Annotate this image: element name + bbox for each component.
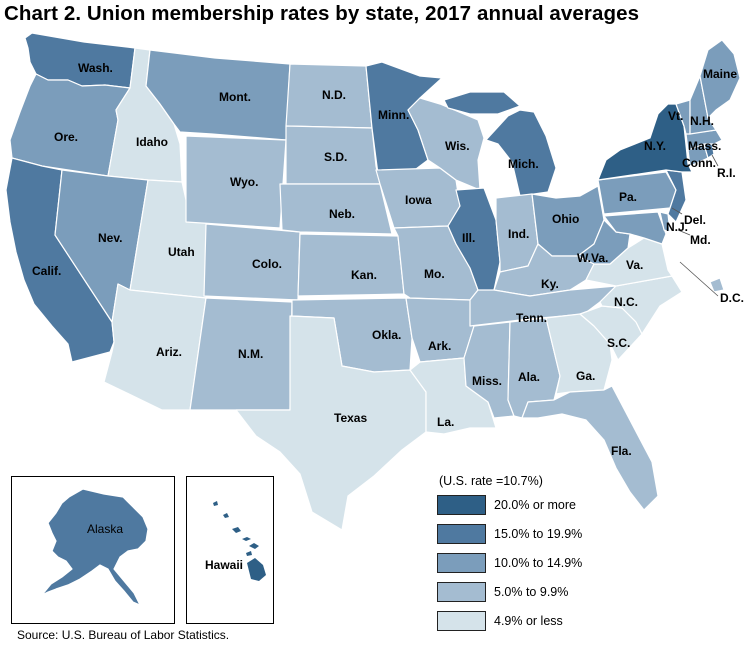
legend-item: 20.0% or more bbox=[437, 494, 597, 516]
label-wis: Wis. bbox=[445, 139, 470, 153]
legend-label: 10.0% to 14.9% bbox=[494, 556, 583, 570]
label-kan: Kan. bbox=[351, 268, 377, 282]
legend-label: 20.0% or more bbox=[494, 498, 576, 512]
state-n-h bbox=[689, 75, 717, 135]
label-w-va: W.Va. bbox=[577, 251, 608, 265]
label-iowa: Iowa bbox=[405, 193, 432, 207]
state-kan bbox=[297, 233, 405, 297]
state-mich bbox=[443, 91, 557, 197]
label-s-c: S.C. bbox=[607, 336, 630, 350]
label-n-c: N.C. bbox=[614, 295, 638, 309]
label-mass: Mass. bbox=[688, 139, 721, 153]
legend-item: 10.0% to 14.9% bbox=[437, 552, 597, 574]
label-conn: Conn. bbox=[682, 156, 716, 170]
label-mont: Mont. bbox=[219, 90, 251, 104]
label-ark: Ark. bbox=[428, 339, 451, 353]
legend-swatch bbox=[437, 524, 486, 544]
legend-swatch bbox=[437, 582, 486, 602]
state-maine bbox=[699, 39, 741, 119]
label-vt: Vt. bbox=[668, 109, 683, 123]
label-miss: Miss. bbox=[472, 374, 502, 388]
label-mich: Mich. bbox=[508, 157, 539, 171]
legend-swatch bbox=[437, 553, 486, 573]
state-fla bbox=[521, 385, 659, 511]
label-n-d: N.D. bbox=[322, 88, 346, 102]
label-alaska: Alaska bbox=[87, 522, 123, 536]
state-vt bbox=[675, 99, 691, 135]
label-ga: Ga. bbox=[576, 369, 595, 383]
label-ala: Ala. bbox=[518, 370, 540, 384]
label-utah: Utah bbox=[168, 245, 195, 259]
label-la: La. bbox=[437, 415, 454, 429]
state-hawaii bbox=[213, 501, 266, 581]
chart-title: Chart 2. Union membership rates by state… bbox=[4, 2, 640, 25]
label-va: Va. bbox=[626, 258, 643, 272]
legend: (U.S. rate =10.7%) 20.0% or more 15.0% to… bbox=[437, 474, 597, 639]
state-wyo bbox=[185, 135, 287, 229]
state-la bbox=[409, 357, 497, 435]
legend-swatch bbox=[437, 611, 486, 631]
md-connector bbox=[677, 229, 691, 236]
label-minn: Minn. bbox=[378, 108, 409, 122]
state-md bbox=[603, 211, 667, 245]
legend-item: 5.0% to 9.9% bbox=[437, 581, 597, 603]
legend-label: 15.0% to 19.9% bbox=[494, 527, 583, 541]
label-hawaii: Hawaii bbox=[205, 558, 243, 572]
label-ohio: Ohio bbox=[552, 212, 579, 226]
label-maine: Maine bbox=[703, 67, 737, 81]
legend-item: 15.0% to 19.9% bbox=[437, 523, 597, 545]
label-fla: Fla. bbox=[611, 444, 632, 458]
alaska-inset: Alaska bbox=[11, 476, 175, 624]
label-idaho: Idaho bbox=[136, 135, 168, 149]
state-texas bbox=[235, 315, 427, 531]
state-alaska bbox=[41, 488, 149, 606]
label-calif: Calif. bbox=[32, 264, 61, 278]
label-n-h: N.H. bbox=[690, 114, 714, 128]
ri-connector bbox=[711, 154, 719, 167]
label-pa: Pa. bbox=[619, 190, 637, 204]
label-n-m: N.M. bbox=[238, 347, 263, 361]
label-ind: Ind. bbox=[508, 227, 529, 241]
label-wash: Wash. bbox=[78, 61, 113, 75]
label-wyo: Wyo. bbox=[230, 175, 258, 189]
state-d-c bbox=[709, 277, 725, 293]
legend-title: (U.S. rate =10.7%) bbox=[439, 474, 543, 488]
label-colo: Colo. bbox=[252, 257, 282, 271]
label-ky: Ky. bbox=[541, 277, 559, 291]
legend-item: 4.9% or less bbox=[437, 610, 597, 632]
label-s-d: S.D. bbox=[324, 150, 347, 164]
label-nev: Nev. bbox=[98, 231, 122, 245]
legend-label: 4.9% or less bbox=[494, 614, 563, 628]
label-n-y: N.Y. bbox=[644, 139, 666, 153]
label-tenn: Tenn. bbox=[516, 311, 547, 325]
legend-swatch bbox=[437, 495, 486, 515]
label-mo: Mo. bbox=[424, 267, 445, 281]
legend-label: 5.0% to 9.9% bbox=[494, 585, 569, 599]
label-ariz: Ariz. bbox=[156, 345, 182, 359]
state-del bbox=[659, 211, 671, 233]
label-r-i: R.I. bbox=[717, 166, 736, 180]
state-ariz bbox=[103, 283, 207, 411]
label-ill: Ill. bbox=[462, 231, 475, 245]
label-okla: Okla. bbox=[372, 328, 401, 342]
state-neb bbox=[279, 183, 393, 235]
source-note: Source: U.S. Bureau of Labor Statistics. bbox=[17, 628, 230, 642]
del-connector bbox=[671, 207, 683, 215]
label-del: Del. bbox=[684, 213, 706, 227]
label-d-c: D.C. bbox=[720, 291, 744, 305]
state-mont bbox=[145, 49, 291, 141]
label-md: Md. bbox=[690, 233, 711, 247]
label-ore: Ore. bbox=[54, 130, 78, 144]
label-n-j: N.J. bbox=[666, 220, 688, 234]
label-neb: Neb. bbox=[329, 207, 355, 221]
dc-connector bbox=[679, 261, 719, 297]
hawaii-inset: Hawaii bbox=[186, 476, 274, 624]
label-texas: Texas bbox=[334, 411, 367, 425]
state-wis bbox=[407, 97, 485, 191]
